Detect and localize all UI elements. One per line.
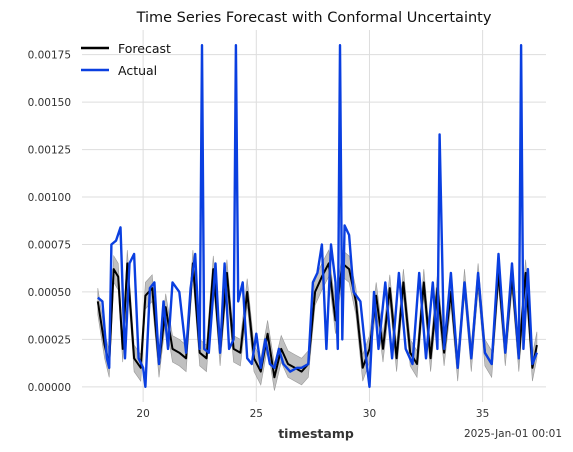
legend-label-actual: Actual xyxy=(118,63,157,78)
grid-lines xyxy=(82,30,546,402)
y-tick-label: 0.00100 xyxy=(28,192,71,204)
x-tick-label: 30 xyxy=(363,408,376,420)
y-tick-label: 0.00075 xyxy=(28,239,71,251)
y-tick-label: 0.00125 xyxy=(28,145,71,157)
y-tick-label: 0.00000 xyxy=(28,382,71,394)
legend: Forecast Actual xyxy=(81,41,171,78)
legend-label-forecast: Forecast xyxy=(118,41,171,56)
y-tick-label: 0.00050 xyxy=(28,287,71,299)
y-axis-ticks: 0.00000 0.00025 0.00050 0.00075 0.00100 0.001… xyxy=(28,50,71,394)
series-line-actual xyxy=(97,44,539,388)
y-tick-label: 0.00025 xyxy=(28,334,71,346)
x-axis-label: timestamp xyxy=(278,426,354,441)
x-axis-ticks: 20 25 30 35 xyxy=(136,408,489,420)
y-tick-label: 0.00175 xyxy=(28,50,71,62)
y-tick-label: 0.00150 xyxy=(28,97,71,109)
x-tick-label: 35 xyxy=(476,408,489,420)
x-axis-offset-label: 2025-Jan-01 00:01 xyxy=(464,428,562,440)
x-tick-label: 25 xyxy=(250,408,263,420)
chart-title: Time Series Forecast with Conformal Unce… xyxy=(136,10,492,26)
x-tick-label: 20 xyxy=(136,408,149,420)
